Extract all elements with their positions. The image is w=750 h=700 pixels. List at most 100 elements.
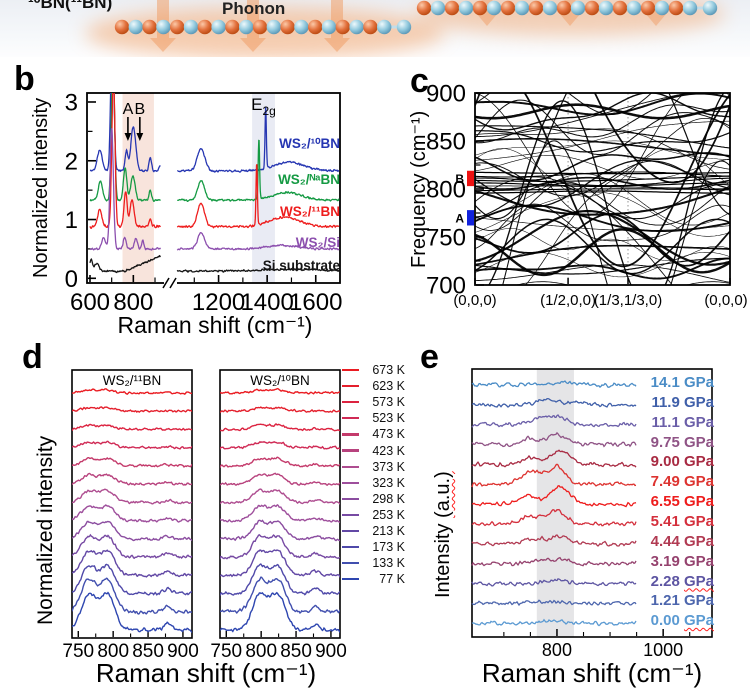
text-label: 1000	[643, 640, 683, 660]
nitrogen-atom	[128, 19, 143, 35]
panel-letter-e: e	[420, 338, 439, 376]
text-label: 800	[542, 640, 572, 660]
text-label: 800	[426, 177, 466, 204]
boron-atom	[225, 19, 240, 35]
panel-d-ylabel: Normalized intensity	[34, 435, 57, 625]
legend-temperature: 298 K	[372, 491, 405, 506]
temperature-legend: 673 K 623 K 573 K 523 K 473 K 423 K 373 K 323 K…	[342, 362, 405, 587]
legend-line	[342, 578, 359, 581]
text-label: 0	[65, 266, 78, 293]
series-623 K	[72, 406, 192, 414]
temperature-series	[220, 387, 340, 633]
series-253 K	[72, 533, 192, 560]
text-label: 900	[426, 81, 466, 108]
nitrogen-atom	[183, 19, 199, 35]
legend-line	[342, 529, 359, 533]
series-373 K	[72, 488, 192, 505]
nitrogen-atom	[654, 0, 670, 16]
legend-temperature: 173 K	[372, 540, 405, 555]
series-label: WS₂/¹⁰BN	[279, 136, 340, 151]
pressure-unit: GPa	[683, 393, 714, 411]
text-label: 800	[245, 641, 277, 660]
legend-temperature: 523 K	[372, 411, 405, 426]
boron-atom	[170, 19, 185, 35]
nitrogen-atom	[321, 19, 337, 35]
pressure-value: 11.9	[651, 393, 684, 411]
pressure-label: 6.55 GPa	[651, 493, 714, 510]
legend-item: 573 K	[342, 394, 405, 410]
phonon-label: Phonon	[222, 0, 286, 18]
series-1.21 GPa	[471, 599, 637, 607]
text-label: 800	[97, 641, 129, 660]
pressure-label: 1.21 GPa	[651, 592, 714, 609]
boron-atom	[528, 0, 544, 16]
legend-item: 253 K	[342, 507, 405, 523]
boron-atom	[444, 0, 460, 16]
panel-b-xlabel: Raman shift (cm⁻¹)	[117, 312, 313, 338]
boron-atom	[363, 19, 378, 35]
legend-temperature: 253 K	[372, 507, 405, 522]
panel-e-ylabel-main: Intensity	[432, 517, 454, 598]
pressure-unit: GPa	[683, 433, 714, 451]
boron-atom	[500, 0, 516, 16]
panel-d-left-chart: 750 800 850 900 WS₂/¹¹BN	[62, 369, 199, 660]
series-WS₂/Si	[90, 128, 340, 251]
legend-line	[342, 385, 359, 388]
e2g-annotation: E2g	[251, 95, 276, 118]
text-label: 850	[280, 641, 312, 660]
nitrogen-atom	[156, 19, 171, 35]
text-label: 1600	[289, 289, 342, 316]
series-6.55 GPa	[471, 484, 637, 508]
panel-a-schematic: ¹⁰BN(¹¹BN) Phonon	[0, 0, 750, 57]
series-298 K	[220, 519, 340, 542]
pressure-label: 5.41 GPa	[651, 513, 714, 530]
series-WS₂/¹¹BN	[89, 93, 340, 230]
series-373 K	[220, 488, 340, 505]
pressure-unit: GPa	[683, 453, 714, 471]
series-9.75 GPa	[471, 431, 637, 448]
pressure-unit: GPa	[683, 374, 714, 391]
boron-atom	[114, 19, 130, 35]
legend-line	[342, 562, 359, 565]
pressure-value: 0.00	[650, 612, 684, 630]
series-4.44 GPa	[471, 534, 637, 547]
series-label: WS₂/Si	[296, 235, 340, 250]
legend-line	[342, 368, 359, 372]
pressure-value: 5.41	[650, 512, 684, 530]
pressure-unit: GPa	[683, 512, 714, 530]
pressure-value: 9.75	[650, 433, 684, 451]
nitrogen-atom	[349, 19, 364, 35]
series-label: WS₂/¹¹BN	[280, 204, 340, 219]
series-173 K	[72, 563, 192, 596]
text-label: (1/2,0,0)	[540, 292, 596, 309]
shaded-band	[252, 93, 275, 283]
legend-temperature: 473 K	[372, 427, 405, 442]
pressure-value: 6.55	[650, 493, 684, 511]
series-473 K	[72, 457, 192, 468]
series-573 K	[72, 423, 192, 432]
pressure-value: 3.19	[650, 552, 684, 570]
panel-d-right-chart: 750 800 850 900 WS₂/¹⁰BN	[210, 369, 347, 660]
boron-atom	[197, 19, 212, 35]
atom-chain	[416, 0, 718, 16]
nitrogen-atom	[570, 0, 586, 16]
pressure-label: 4.44 GPa	[651, 533, 714, 550]
subpanel-title: WS₂/¹¹BN	[103, 373, 161, 388]
series-WS₂/ᴺᵃBN	[89, 93, 340, 203]
boron-atom	[142, 19, 157, 35]
series-213 K	[220, 549, 340, 578]
series-423 K	[72, 472, 192, 486]
pressure-label: 9.75 GPa	[651, 434, 714, 451]
legend-item: 473 K	[342, 426, 405, 442]
pressure-unit: GPa	[683, 413, 714, 431]
nitrogen-atom	[430, 0, 446, 16]
pressure-unit: GPa	[683, 532, 714, 550]
series-473 K	[220, 456, 340, 468]
legend-item: 298 K	[342, 491, 405, 507]
series-14.1 GPa	[471, 380, 637, 389]
series-label: Si substrate	[263, 258, 341, 273]
text-label: 750	[210, 641, 242, 660]
text-label: 1	[65, 207, 78, 234]
series-2.28 GPa	[471, 578, 637, 587]
